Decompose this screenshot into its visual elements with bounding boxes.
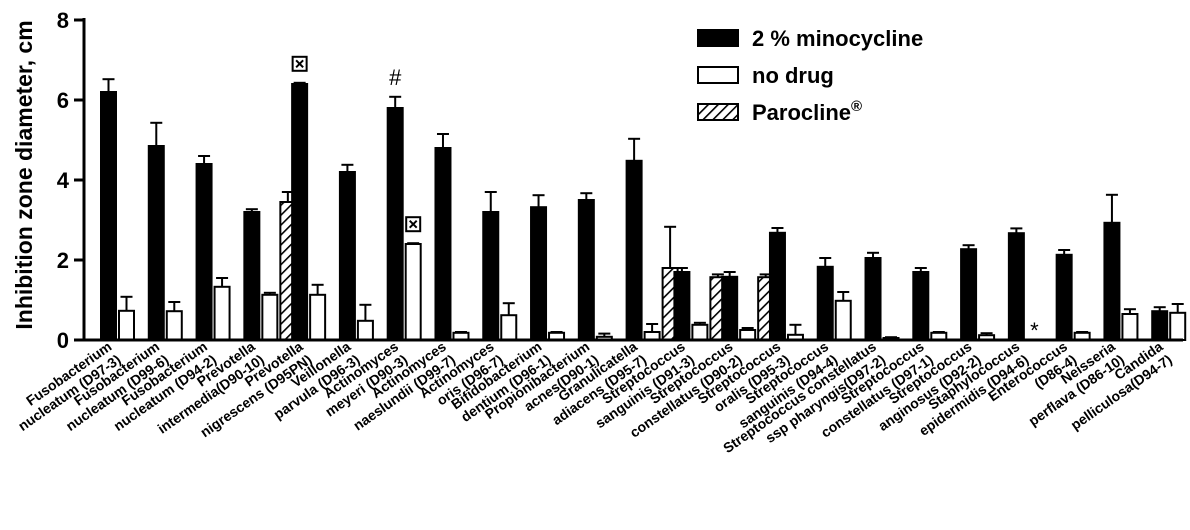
annotation-mark: * — [1030, 318, 1039, 343]
bars-group — [100, 83, 1187, 342]
y-tick-label: 0 — [57, 328, 69, 353]
annotations-group: #* — [291, 55, 1039, 343]
annotation-mark: # — [389, 65, 402, 90]
bar-minocycline — [625, 159, 643, 341]
bar-minocycline — [816, 265, 834, 341]
bar-minocycline — [673, 271, 691, 341]
bar-minocycline — [721, 275, 739, 341]
bar-no-drug — [500, 314, 518, 342]
bar-minocycline — [530, 206, 548, 341]
legend-label-text: no drug — [752, 63, 834, 88]
y-axis-label: Inhibition zone diameter, cm — [11, 20, 37, 329]
bar-minocycline — [912, 271, 930, 341]
legend-label: Parocline® — [752, 98, 862, 125]
y-tick-label: 4 — [57, 168, 70, 193]
y-tick-label: 6 — [57, 88, 69, 113]
bar-no-drug — [691, 323, 709, 341]
legend: 2 % minocycline no drug Parocline® — [697, 26, 923, 125]
error-bars-group — [102, 78, 1184, 339]
bar-minocycline — [291, 83, 309, 341]
legend-label-text: 2 % minocycline — [752, 26, 923, 51]
bar-minocycline — [195, 163, 213, 341]
bar-minocycline — [434, 147, 452, 341]
legend-label-superscript: ® — [851, 98, 862, 115]
legend-swatch-solid — [697, 29, 739, 47]
bar-no-drug — [1169, 311, 1187, 341]
bar-minocycline — [1151, 310, 1169, 342]
legend-swatch-hatched — [697, 103, 739, 121]
bar-no-drug — [309, 293, 327, 341]
bar-minocycline — [1055, 253, 1073, 341]
y-tick-label: 8 — [57, 8, 69, 33]
bar-no-drug — [1121, 313, 1139, 341]
bar-minocycline — [960, 248, 978, 341]
bar-minocycline — [147, 145, 165, 341]
bar-no-drug — [165, 310, 183, 342]
bar-minocycline — [577, 199, 595, 341]
y-axis-ticks: 0 2 4 6 8 — [57, 8, 84, 353]
bar-minocycline — [768, 231, 786, 341]
legend-swatch-open — [697, 66, 739, 84]
bar-no-drug — [404, 243, 422, 341]
bar-minocycline — [243, 211, 261, 341]
bar-no-drug — [261, 293, 279, 341]
annotation-boxed-x-stroke — [408, 219, 418, 229]
bar-minocycline — [338, 171, 356, 341]
bar-no-drug — [118, 309, 135, 341]
annotation-boxed-x-stroke — [295, 59, 304, 69]
legend-label: no drug — [752, 63, 834, 88]
bar-no-drug — [834, 299, 852, 341]
bar-no-drug — [213, 285, 231, 341]
legend-label: 2 % minocycline — [752, 26, 923, 51]
bar-minocycline — [864, 257, 882, 341]
y-tick-label: 2 — [57, 248, 69, 273]
bar-minocycline — [1007, 232, 1025, 341]
bar-minocycline — [482, 211, 500, 341]
legend-label-text: Parocline — [752, 100, 851, 125]
bar-minocycline — [100, 91, 117, 341]
bar-no-drug — [356, 319, 374, 341]
bar-minocycline — [386, 107, 404, 341]
bar-minocycline — [1103, 221, 1121, 341]
